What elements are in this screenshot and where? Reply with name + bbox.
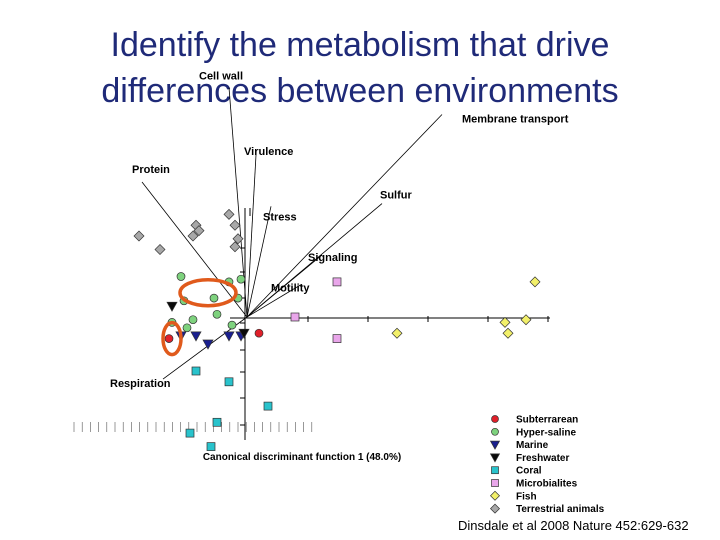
vector-label-virulence: Virulence (244, 146, 293, 158)
legend-label-microbialites: Microbialites (516, 479, 578, 490)
vector-line-signaling (246, 254, 323, 318)
point-hyper-saline (212, 309, 222, 319)
point-coral (224, 377, 234, 387)
vector-label-protein: Protein (132, 164, 170, 176)
point-marine (190, 331, 202, 342)
point-fish (529, 276, 541, 288)
highlight-ellipse (178, 277, 238, 308)
legend-label-hyper-saline: Hyper-saline (516, 427, 576, 438)
point-terrestrial-animals (187, 230, 199, 242)
point-coral (206, 442, 216, 451)
point-hyper-saline (209, 293, 219, 303)
point-terrestrial-animals (232, 233, 244, 245)
vector-line-motility (246, 284, 302, 318)
point-coral (185, 428, 195, 438)
title-line-2: differences between environments (101, 72, 619, 110)
vector-line-stress (246, 206, 272, 318)
legend-label-terrestrial-animals: Terrestrial animals (516, 504, 605, 515)
point-fish (391, 327, 403, 339)
point-subterrarean (164, 334, 174, 343)
point-fish (520, 314, 532, 326)
vector-label-motility: Motility (271, 283, 310, 295)
legend-marker-hyper-saline (491, 427, 499, 436)
slide-title: Identify the metabolism that drive diffe… (0, 22, 720, 114)
highlight-ellipse (161, 320, 183, 357)
vector-label-signaling: Signaling (308, 252, 358, 264)
axes (73, 208, 550, 440)
x-axis-title: Canonical discriminant function 1 (48.0%… (203, 452, 401, 463)
point-microbialites (332, 277, 342, 287)
point-subterrarean (254, 328, 264, 338)
vector-arrows: Cell wall Membrane transport Virulence Prot… (110, 71, 569, 391)
point-terrestrial-animals (229, 219, 241, 231)
point-marine (223, 331, 235, 342)
data-points (133, 208, 541, 451)
point-terrestrial-animals (193, 225, 205, 237)
vector-line-virulence (246, 154, 257, 318)
point-coral (191, 366, 201, 376)
point-hyper-saline (176, 272, 186, 281)
point-coral (212, 417, 222, 427)
vector-label-sulfur: Sulfur (380, 190, 412, 202)
vector-line-membrane-transport (246, 114, 443, 318)
legend-label-freshwater: Freshwater (516, 453, 569, 464)
legend-marker-fish (490, 490, 500, 501)
point-terrestrial-animals (223, 208, 235, 220)
point-fish (499, 316, 511, 328)
point-hyper-saline (227, 320, 237, 330)
point-terrestrial-animals (133, 230, 145, 242)
title-line-1: Identify the metabolism that drive (110, 26, 610, 64)
legend-marker-subterrarean (491, 415, 499, 423)
legend-marker-marine (489, 440, 501, 450)
point-microbialites (332, 334, 342, 343)
point-fish (502, 327, 514, 339)
legend-marker-coral (491, 466, 499, 475)
vector-label-respiration: Respiration (110, 378, 171, 390)
legend-marker-terrestrial-animals (490, 503, 500, 514)
point-terrestrial-animals (154, 244, 166, 255)
point-marine (202, 339, 214, 350)
point-freshwater (238, 328, 250, 339)
vector-label-cell-wall: Cell wall (199, 71, 243, 83)
point-hyper-saline (182, 323, 192, 333)
legend-marker-microbialites (491, 479, 499, 487)
point-freshwater (166, 301, 178, 312)
citation: Dinsdale et al 2008 Nature 452:629-632 (458, 518, 689, 533)
legend-label-coral: Coral (516, 466, 542, 477)
vector-line-protein (141, 181, 248, 318)
point-microbialites (290, 312, 300, 322)
point-terrestrial-animals (229, 241, 241, 253)
legend-label-marine: Marine (516, 440, 549, 451)
highlight-ellipses (161, 277, 238, 357)
vector-label-membrane-transport: Membrane transport (462, 114, 569, 126)
point-coral (263, 401, 273, 411)
legend-label-subterrarean: Subterrarean (516, 415, 578, 426)
vector-label-stress: Stress (263, 211, 297, 223)
legend-marker-freshwater (489, 453, 501, 463)
legend-label-fish: Fish (516, 491, 537, 502)
point-hyper-saline (188, 315, 198, 325)
point-hyper-saline (236, 274, 246, 284)
